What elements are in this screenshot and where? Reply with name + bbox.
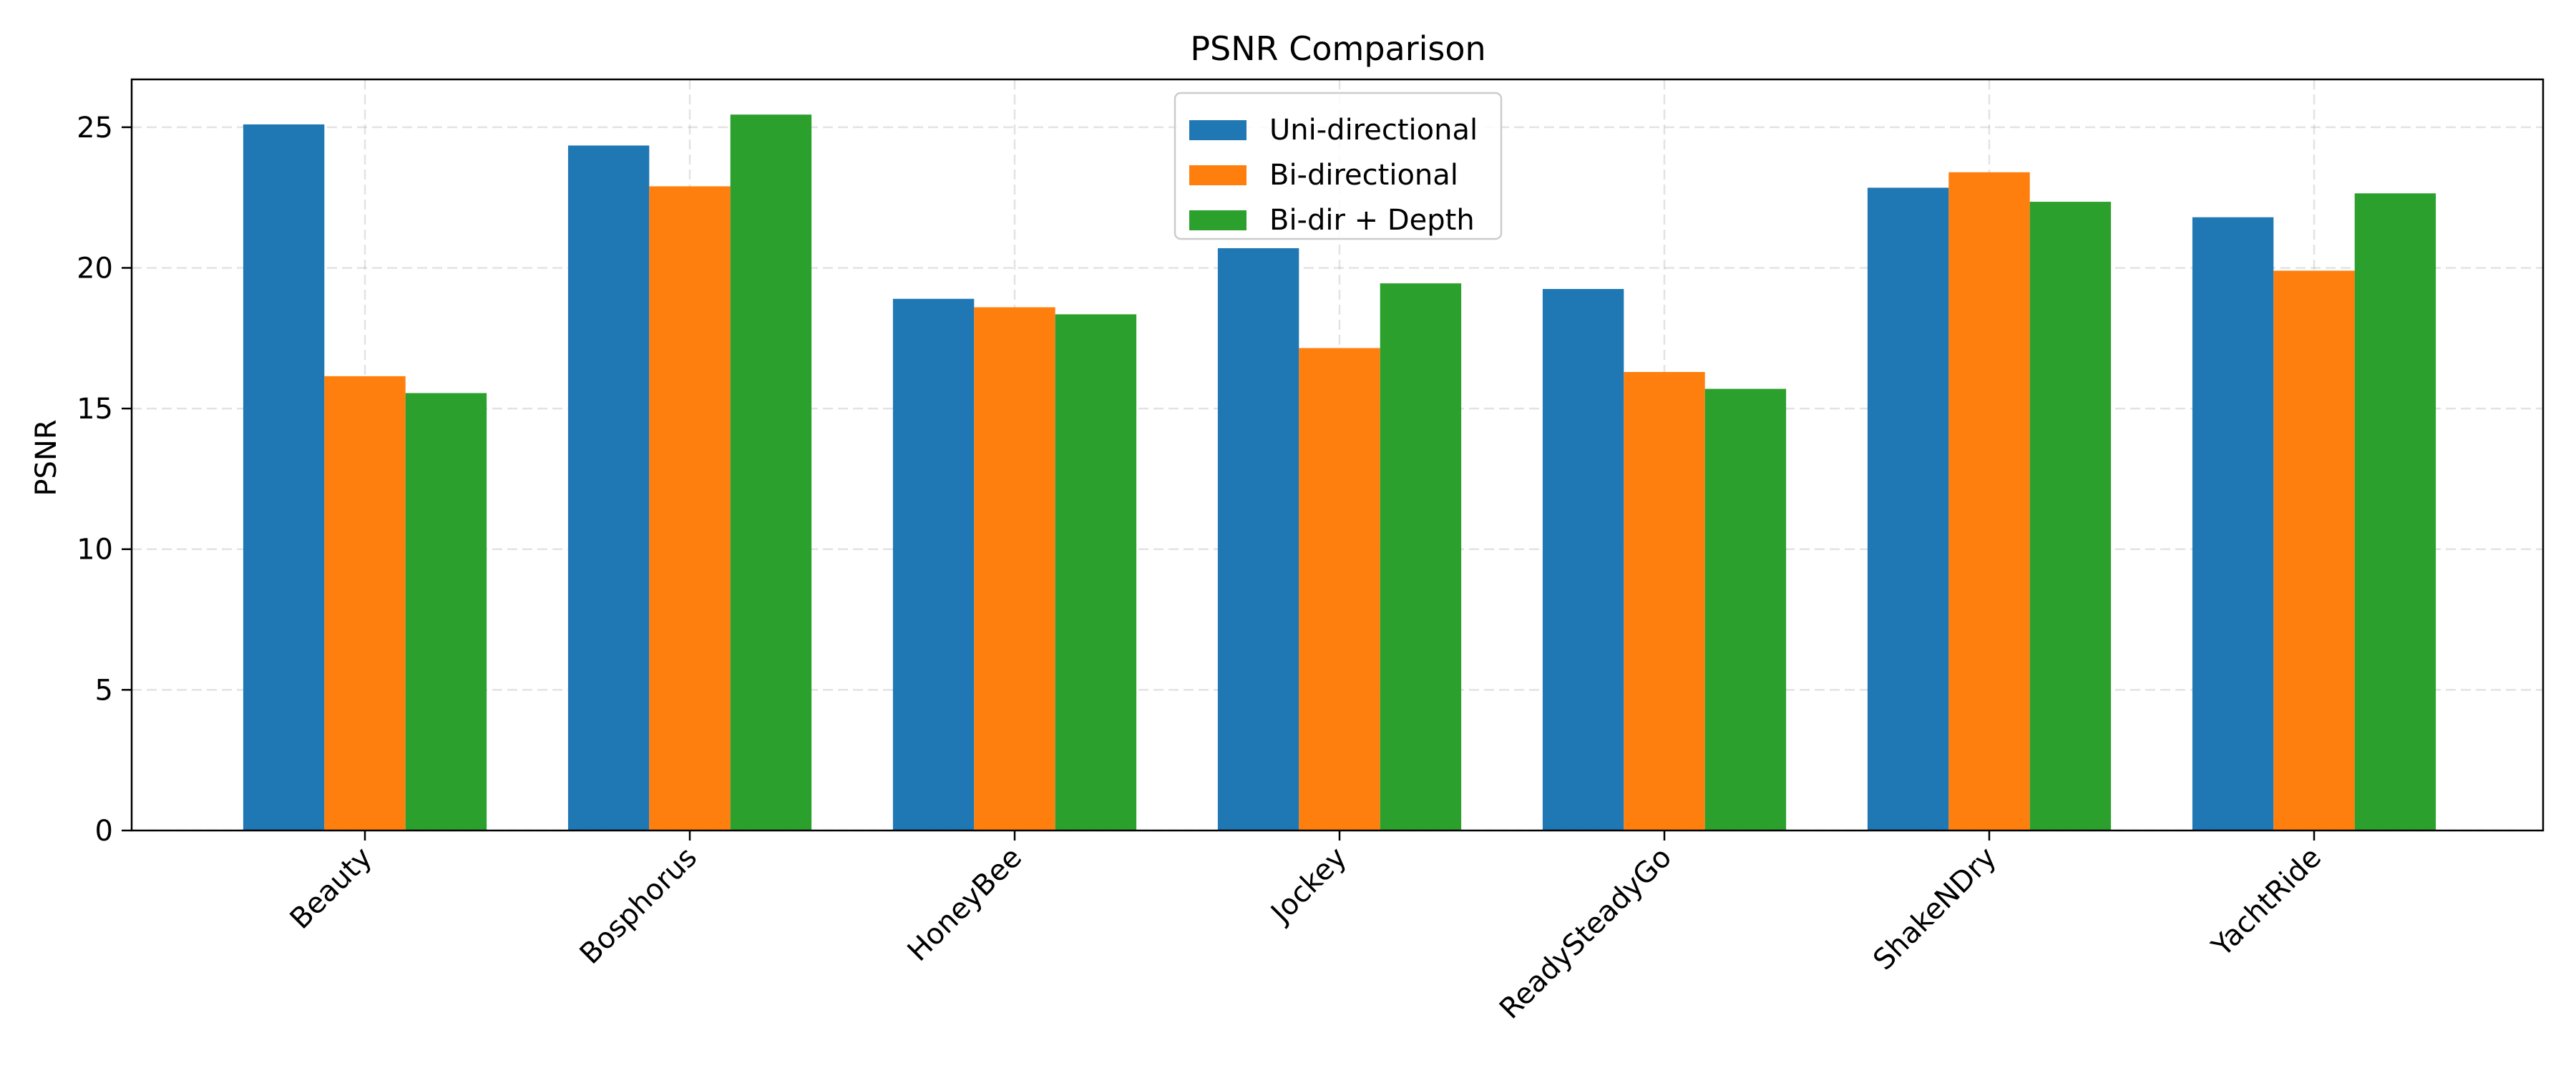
bar bbox=[649, 186, 731, 831]
plot-frame bbox=[130, 78, 2545, 832]
bar bbox=[730, 114, 812, 831]
bar bbox=[405, 393, 487, 831]
legend-label: Bi-dir + Depth bbox=[1269, 204, 1475, 237]
bar bbox=[1867, 187, 1949, 831]
bar bbox=[2354, 193, 2436, 831]
y-axis: 0 5 10 15 20 25 bbox=[77, 112, 132, 848]
legend-box bbox=[1174, 92, 1503, 240]
legend-label: Uni-directional bbox=[1269, 114, 1478, 147]
bar bbox=[1380, 283, 1462, 831]
y-tick-label: 5 bbox=[95, 674, 113, 707]
y-tick-label: 15 bbox=[77, 393, 113, 426]
bar bbox=[1542, 288, 1624, 831]
bar bbox=[1624, 371, 1705, 831]
bar bbox=[892, 298, 975, 831]
legend-swatch bbox=[1189, 120, 1246, 140]
y-tick-label: 20 bbox=[77, 252, 113, 285]
bar bbox=[1055, 314, 1137, 831]
bar bbox=[324, 376, 406, 831]
legend-swatch bbox=[1189, 165, 1246, 185]
y-tick-label: 10 bbox=[77, 534, 113, 567]
bar bbox=[243, 124, 325, 831]
bar bbox=[1704, 388, 1787, 831]
bars bbox=[243, 114, 2436, 831]
bar bbox=[567, 145, 650, 831]
legend-label: Bi-directional bbox=[1269, 159, 1458, 192]
bar bbox=[1299, 348, 1380, 831]
bar bbox=[1948, 172, 2030, 831]
y-tick-label: 25 bbox=[77, 112, 113, 144]
y-axis-label: PSNR bbox=[30, 419, 63, 496]
bar bbox=[1217, 248, 1299, 831]
legend: Uni-directional Bi-directional Bi-dir + De… bbox=[1174, 92, 1503, 240]
chart-title: PSNR Comparison bbox=[1190, 29, 1485, 68]
y-tick-label: 0 bbox=[95, 815, 113, 848]
bar bbox=[2029, 202, 2112, 831]
bar bbox=[2192, 217, 2274, 831]
bar bbox=[2273, 270, 2355, 831]
legend-swatch bbox=[1189, 210, 1246, 230]
bar bbox=[974, 307, 1055, 831]
